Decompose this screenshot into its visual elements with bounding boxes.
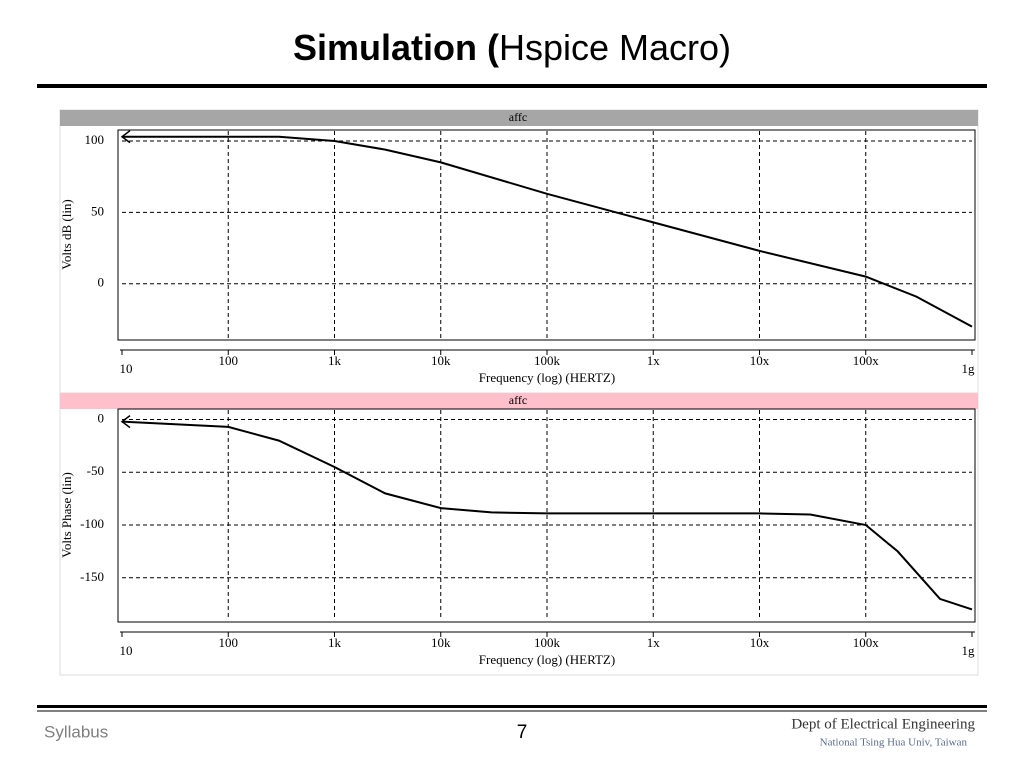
x-tick-label: 100k [534,635,561,650]
start-arrow [120,130,131,144]
plot-area [117,408,976,623]
x-tick-label: 10x [750,635,770,650]
univ: National Tsing Hua Univ, Taiwan [820,737,968,749]
x-tick-label: 100x [853,635,880,650]
dept: Dept of Electrical Engineering [791,716,975,732]
y-tick-label: -150 [80,569,104,584]
chart-frame [59,109,979,394]
start-arrow [120,415,131,429]
x-tick-label: 10k [431,353,451,368]
y-tick-label: 50 [91,203,104,218]
x-tick-label: 1g [962,361,976,376]
y-axis-label: Volts Phase (lin) [59,472,74,558]
data-line [121,420,973,611]
plot-area [117,129,976,341]
x-tick-label: 100 [219,635,239,650]
footer-left: Syllabus [44,722,108,741]
y-axis-label: Volts dB (lin) [59,199,74,270]
footer-rule [37,705,987,708]
x-tick-label: 100x [853,353,880,368]
y-tick-label: 100 [85,132,105,147]
chart-title: affc [509,393,527,407]
title-rest: Hspice Macro) [499,27,731,68]
chart-frame [59,392,979,676]
x-tick-label: 1k [328,353,342,368]
x-tick-label: 1g [962,643,976,658]
chart-header [60,393,978,409]
x-axis-label: Frequency (log) (HERTZ) [479,370,615,385]
x-tick-label: 1k [328,635,342,650]
x-tick-label: 10x [750,353,770,368]
x-axis-label: Frequency (log) (HERTZ) [479,652,615,667]
y-tick-label: -100 [80,516,104,531]
y-tick-label: 0 [98,275,105,290]
y-tick-label: 0 [98,410,105,425]
chart-title: affc [509,110,527,124]
x-tick-label: 1x [647,353,661,368]
data-line [122,135,973,328]
title-bold: Simulation ( [293,27,499,68]
x-tick-label: 10 [120,643,133,658]
slide-title: Simulation (Hspice Macro) [293,27,731,68]
x-tick-label: 100 [219,353,239,368]
x-tick-label: 10k [431,635,451,650]
page-number: 7 [517,722,528,743]
x-tick-label: 100k [534,353,561,368]
y-tick-label: -50 [87,463,104,478]
chart-header [60,110,978,126]
x-tick-label: 1x [647,635,661,650]
title-rule [37,84,987,88]
x-tick-label: 10 [120,361,133,376]
